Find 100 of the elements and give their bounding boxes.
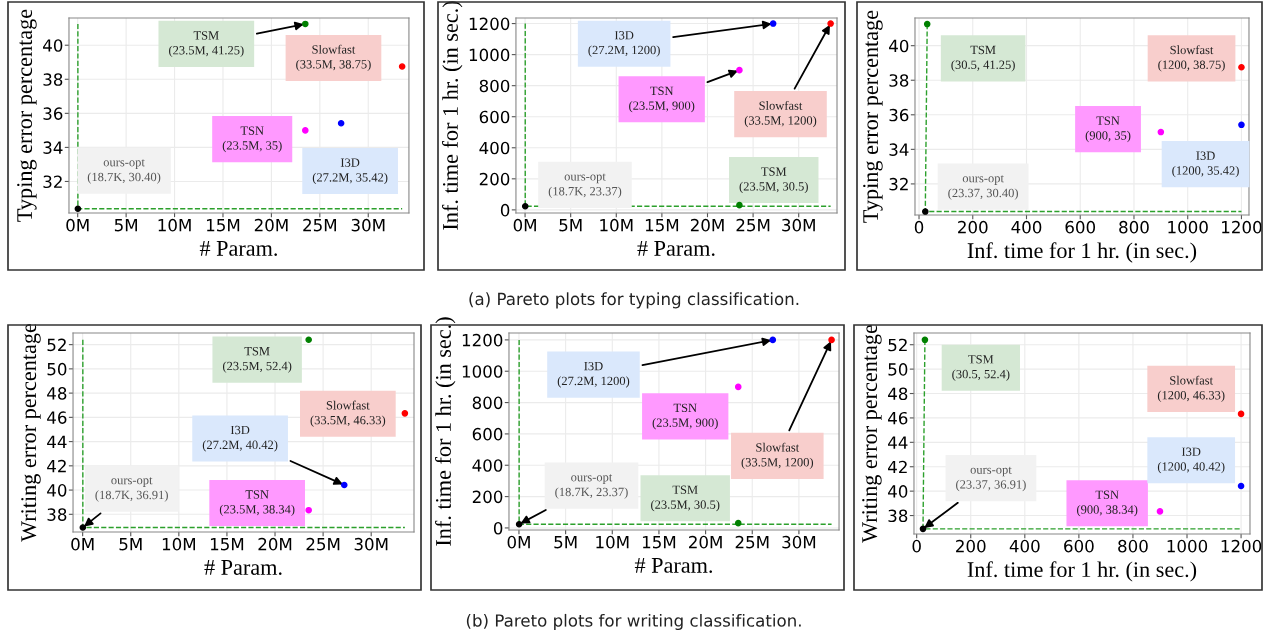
annotation: TSN (23.5M, 900) xyxy=(652,403,718,430)
y-axis-title: Writing error percentage xyxy=(21,323,41,542)
point xyxy=(1237,482,1245,490)
point xyxy=(302,20,309,28)
x-tick-label: 20M xyxy=(258,537,292,551)
x-tick-label: 15M xyxy=(210,538,244,551)
x-tick-label: 15M xyxy=(642,536,676,549)
x-tick-label: 10M xyxy=(158,218,191,232)
annotation: ours-opt (18.7K, 36.91) xyxy=(95,477,168,502)
y-axis-title: Inf. time for 1 hr. (in sec.) xyxy=(435,317,456,546)
x-tick-label: 800 xyxy=(1118,539,1148,553)
y-tick-label: 600 xyxy=(479,110,510,124)
point xyxy=(828,336,835,344)
y-axis-title: Inf. time for 1 hr. (in sec.) xyxy=(442,1,463,230)
point xyxy=(305,336,312,344)
y-tick-label: 32 xyxy=(889,177,908,191)
annotation: TSM (30.5, 41.25) xyxy=(951,45,1015,72)
point xyxy=(1157,128,1165,136)
x-tick-label: 5M xyxy=(559,219,582,232)
x-tick-label: 30M xyxy=(782,535,816,549)
point xyxy=(302,127,309,134)
y-tick-label: 44 xyxy=(47,435,67,448)
y-tick-label: 1200 xyxy=(462,333,503,347)
annotation: TSN (900, 35) xyxy=(1085,116,1131,143)
point xyxy=(734,383,742,391)
point xyxy=(734,519,742,527)
annotation: Slowfast (1200, 46.33) xyxy=(1157,375,1225,402)
annotation: ours-opt (23.37, 30.40) xyxy=(948,175,1018,200)
annotation: I3D (1200, 40.42) xyxy=(1157,447,1225,474)
y-tick-label: 44 xyxy=(888,436,908,449)
x-tick-label: 30M xyxy=(354,537,388,551)
x-tick-label: 15M xyxy=(207,219,240,232)
y-tick-label: 34 xyxy=(43,141,63,154)
x-tick-label: 1200 xyxy=(1221,539,1262,553)
y-tick-label: 38 xyxy=(47,508,67,521)
x-tick-label: 0 xyxy=(912,539,921,553)
y-tick-label: 52 xyxy=(888,338,907,352)
annotation: Slowfast (33.5M, 46.33) xyxy=(310,400,386,427)
annotation: TSM (23.5M, 41.25) xyxy=(169,31,244,57)
x-axis-title: # Param. xyxy=(199,241,277,256)
y-tick-label: 38 xyxy=(889,74,909,87)
x-tick-label: 10M xyxy=(600,218,633,232)
point xyxy=(1237,410,1245,418)
y-tick-label: 1000 xyxy=(462,365,503,378)
annotation: TSM (23.5M, 52.4) xyxy=(222,346,292,373)
x-axis-title: Inf. time for 1 hr. (in sec.) xyxy=(967,242,1197,263)
y-tick-label: 48 xyxy=(47,387,67,400)
annotation: TSN (23.5M, 900) xyxy=(629,86,695,113)
y-tick-label: 40 xyxy=(888,485,908,498)
annotation: ours-opt (18.7K, 23.37) xyxy=(555,474,628,499)
x-tick-label: 5M xyxy=(119,538,142,551)
x-tick-label: 10M xyxy=(596,535,629,549)
point xyxy=(922,208,929,215)
y-axis-title: Typing error percentage xyxy=(863,10,883,223)
y-tick-label: 50 xyxy=(888,363,908,376)
x-tick-label: 0M xyxy=(507,535,530,549)
annotation: TSM (23.5M, 30.5) xyxy=(739,167,808,194)
x-tick-label: 0M xyxy=(71,537,94,551)
y-tick-label: 800 xyxy=(479,79,510,93)
y-tick-label: 200 xyxy=(472,490,503,504)
x-tick-label: 600 xyxy=(1065,220,1096,234)
annotation: ours-opt (23.37, 36.91) xyxy=(956,466,1026,492)
x-tick-label: 25M xyxy=(736,218,770,232)
x-tick-label: 20M xyxy=(689,535,722,549)
x-tick-label: 10M xyxy=(162,537,195,551)
y-tick-label: 40 xyxy=(43,39,63,52)
point xyxy=(921,336,929,344)
y-tick-label: 800 xyxy=(472,396,503,410)
y-tick-label: 1000 xyxy=(469,48,510,62)
y-tick-label: 40 xyxy=(889,39,909,53)
annotation: I3D (27.2M, 40.42) xyxy=(202,425,278,452)
x-tick-label: 800 xyxy=(1119,220,1149,234)
y-tick-label: 200 xyxy=(479,172,510,186)
x-tick-label: 30M xyxy=(351,218,385,232)
point xyxy=(736,201,743,209)
point xyxy=(827,20,834,27)
point xyxy=(1238,121,1245,129)
annotation: I3D (27.2M, 35.42) xyxy=(312,158,388,185)
point xyxy=(923,20,931,28)
y-tick-label: 38 xyxy=(888,509,908,523)
annotation: TSN (900, 38.34) xyxy=(1077,490,1138,517)
y-tick-label: 40 xyxy=(47,484,67,497)
y-axis-title: Writing error percentage xyxy=(862,324,882,543)
x-tick-label: 5M xyxy=(114,219,137,232)
y-tick-label: 36 xyxy=(889,108,909,122)
y-axis-title: Typing error percentage xyxy=(17,9,37,222)
y-tick-label: 400 xyxy=(472,459,503,472)
y-tick-label: 52 xyxy=(47,338,66,352)
y-tick-label: 38 xyxy=(43,73,63,86)
point xyxy=(736,66,743,74)
x-tick-label: 200 xyxy=(958,220,988,234)
point xyxy=(769,336,777,344)
annotation: TSN (23.5M, 35) xyxy=(222,126,282,153)
x-axis-title: # Param. xyxy=(634,558,713,573)
y-tick-label: 1200 xyxy=(469,17,510,31)
annotation: TSM (23.5M, 30.5) xyxy=(651,485,720,512)
text: (b) Pareto plots for writing classification. xyxy=(466,613,801,631)
x-tick-label: 400 xyxy=(1009,539,1040,553)
point xyxy=(1156,508,1164,515)
point xyxy=(769,20,777,27)
